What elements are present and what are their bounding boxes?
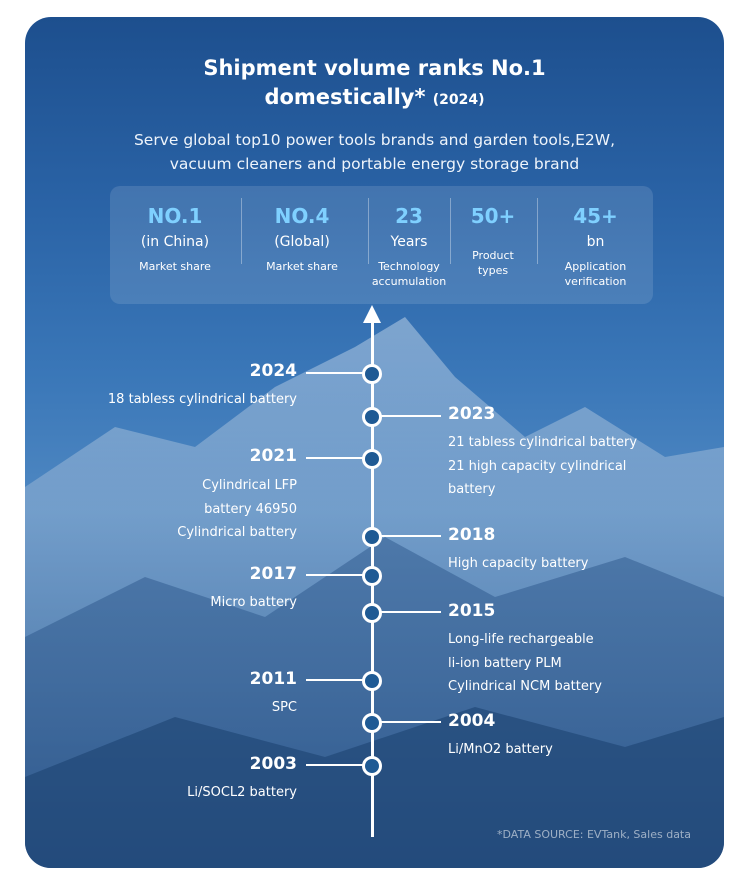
timeline-item: li-ion battery PLM [448, 655, 562, 671]
stat-caption: Market share [139, 260, 211, 273]
timeline-connector [381, 415, 441, 417]
timeline-node [362, 671, 382, 691]
mountain-background [25, 317, 724, 868]
timeline-connector [381, 611, 441, 613]
timeline-connector [306, 457, 363, 459]
title-line1: Shipment volume ranks No.1 [203, 56, 546, 80]
title-line2: domestically* [264, 85, 426, 109]
timeline-item: battery [448, 482, 496, 497]
timeline-year: 2003 [249, 754, 297, 774]
timeline-connector [306, 574, 363, 576]
timeline-item: 21 high capacity cylindrical [448, 458, 627, 474]
stat-caption: Market share [266, 260, 338, 273]
stat-caption-line1: Product [472, 249, 514, 262]
timeline-node [362, 407, 382, 427]
timeline-desc: Li/MnO2 battery [448, 738, 698, 762]
stat-product-types: 50+ Product types [451, 186, 535, 304]
timeline-item: SPC [271, 700, 297, 715]
stat-value: NO.1 [147, 204, 203, 228]
divider [368, 198, 369, 264]
stat-caption-line2: verification [564, 275, 627, 288]
timeline-item: battery 46950 [204, 501, 297, 517]
timeline-node [362, 449, 382, 469]
divider [450, 198, 451, 264]
timeline-item: 18 tabless cylindrical battery [107, 392, 297, 407]
stat-sub: Years [390, 234, 428, 250]
timeline-item: Cylindrical battery [177, 525, 297, 540]
timeline-connector [381, 535, 441, 537]
stat-value: 50+ [470, 204, 516, 228]
timeline-item: Micro battery [210, 595, 297, 610]
timeline-node [362, 527, 382, 547]
stat-caption-line1: Technology [378, 260, 440, 273]
timeline-arrow-icon [363, 305, 381, 323]
stat-sub: (Global) [274, 234, 330, 250]
stat-china-rank: NO.1 (in China) Market share [110, 186, 240, 304]
timeline-year: 2004 [448, 711, 496, 731]
timeline-year: 2011 [249, 669, 297, 689]
timeline-desc: Li/SOCL2 battery [65, 781, 297, 805]
data-source-note: *DATA SOURCE: EVTank, Sales data [497, 828, 691, 841]
timeline-year: 2023 [448, 404, 496, 424]
stat-years: 23 Years Technology accumulation [369, 186, 449, 304]
stats-panel: NO.1 (in China) Market share NO.4 (Globa… [110, 186, 653, 304]
timeline-year: 2024 [249, 361, 297, 381]
timeline-year: 2021 [249, 446, 297, 466]
timeline-node [362, 364, 382, 384]
subtitle: Serve global top10 power tools brands an… [25, 128, 724, 176]
stat-caption-line1: Application [564, 260, 627, 273]
stat-sub: (in China) [140, 234, 210, 250]
timeline-connector [381, 721, 441, 723]
timeline-connector [306, 764, 363, 766]
timeline-desc: Micro battery [65, 591, 297, 615]
timeline-item: Li/SOCL2 battery [187, 785, 297, 800]
timeline-item: Long-life rechargeable [448, 632, 594, 647]
timeline-connector [306, 372, 363, 374]
stat-caption-line2: accumulation [371, 275, 447, 288]
timeline-year: 2017 [249, 564, 297, 584]
timeline-node [362, 566, 382, 586]
stat-value: NO.4 [274, 204, 330, 228]
stat-value: 45+ [573, 204, 618, 228]
timeline-desc: High capacity battery [448, 552, 698, 576]
timeline-item: High capacity battery [448, 556, 589, 571]
stat-caption-line2: types [477, 264, 509, 277]
stat-global-rank: NO.4 (Global) Market share [242, 186, 362, 304]
divider [537, 198, 538, 264]
timeline-item: 21 tabless cylindrical battery [448, 435, 638, 450]
subtitle-line1: Serve global top10 power tools brands an… [133, 131, 616, 149]
page-title: Shipment volume ranks No.1 domestically*… [25, 54, 724, 115]
stat-sub: bn [586, 234, 605, 250]
timeline-desc: 21 tabless cylindrical battery 21 high c… [448, 431, 698, 502]
timeline-year: 2018 [448, 525, 496, 545]
timeline-desc: 18 tabless cylindrical battery [65, 388, 297, 412]
timeline-desc: SPC [65, 696, 297, 720]
timeline-item: Cylindrical LFP [202, 478, 297, 493]
title-year-tag: (2024) [432, 92, 485, 108]
timeline-item: Cylindrical NCM battery [448, 679, 602, 694]
subtitle-line2: vacuum cleaners and portable energy stor… [169, 155, 580, 173]
stat-application: 45+ bn Application verification [538, 186, 653, 304]
infographic-card: Shipment volume ranks No.1 domestically*… [25, 17, 724, 868]
divider [241, 198, 242, 264]
timeline-desc: Long-life rechargeable li-ion battery PL… [448, 628, 698, 699]
timeline-node [362, 756, 382, 776]
timeline-connector [306, 679, 363, 681]
timeline-item: Li/MnO2 battery [448, 742, 553, 757]
timeline-desc: Cylindrical LFP battery 46950 Cylindrica… [65, 474, 297, 545]
timeline-year: 2015 [448, 601, 496, 621]
timeline-node [362, 603, 382, 623]
timeline-node [362, 713, 382, 733]
stat-value: 23 [395, 204, 423, 228]
